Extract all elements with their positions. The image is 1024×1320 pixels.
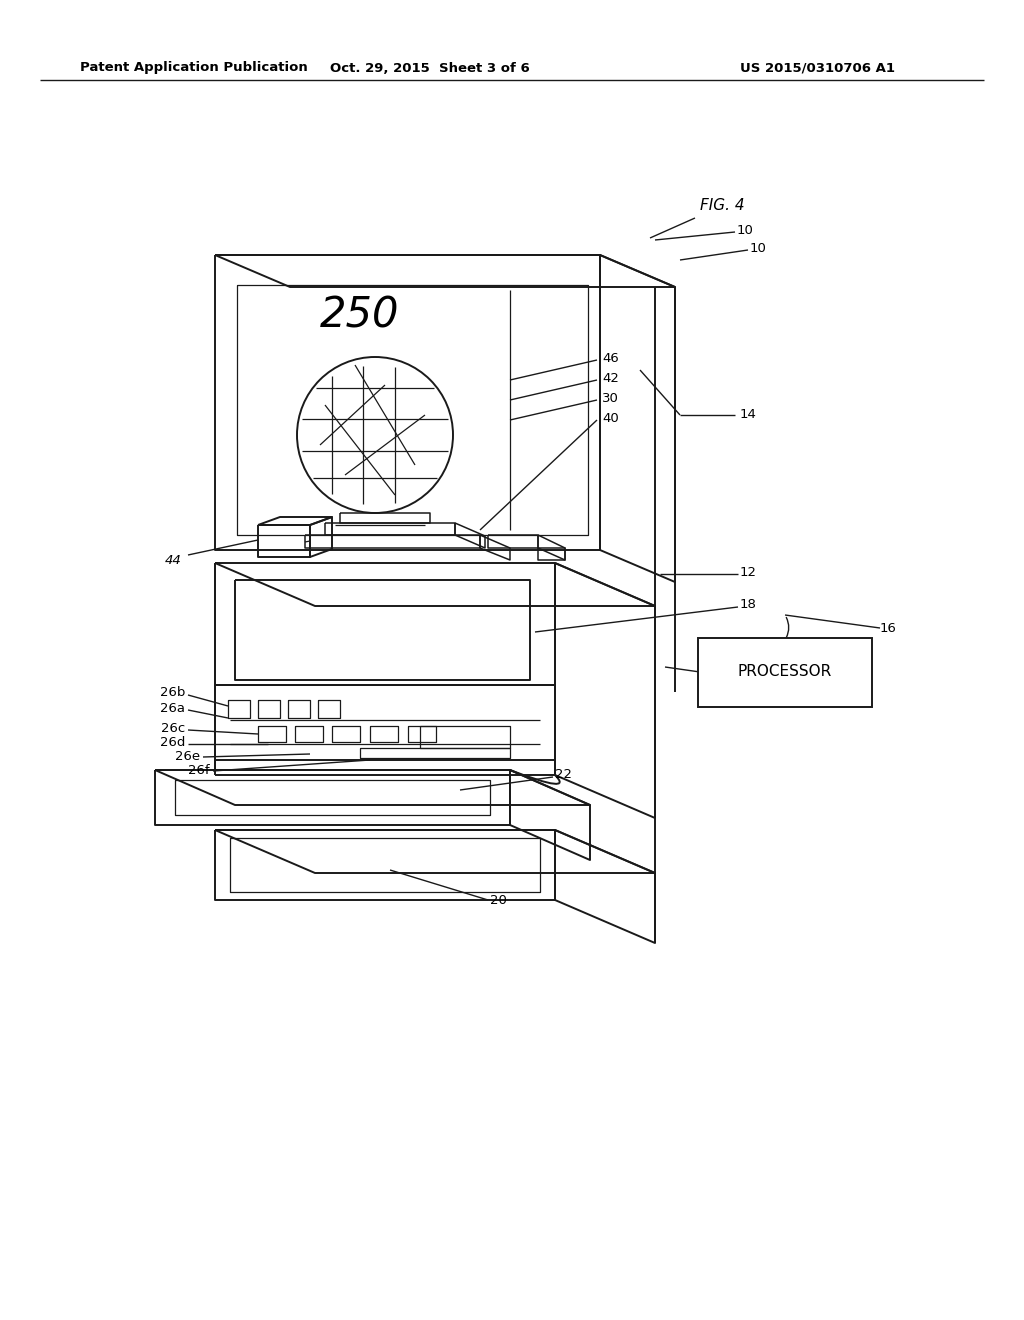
Text: 26f: 26f xyxy=(188,763,210,776)
Text: 44: 44 xyxy=(165,553,181,566)
Text: 16: 16 xyxy=(880,622,897,635)
Text: US 2015/0310706 A1: US 2015/0310706 A1 xyxy=(740,62,895,74)
Text: 46: 46 xyxy=(602,351,618,364)
Text: 12: 12 xyxy=(740,565,757,578)
Text: 14: 14 xyxy=(740,408,757,421)
Text: 42: 42 xyxy=(602,371,618,384)
Text: 22: 22 xyxy=(555,768,572,781)
Text: 26b: 26b xyxy=(160,686,185,700)
Text: 250: 250 xyxy=(319,294,399,337)
Text: FIG. 4: FIG. 4 xyxy=(700,198,744,213)
Text: 26c: 26c xyxy=(161,722,185,734)
Text: 30: 30 xyxy=(602,392,618,404)
Text: 40: 40 xyxy=(602,412,618,425)
Text: 10: 10 xyxy=(737,223,754,236)
Text: Oct. 29, 2015  Sheet 3 of 6: Oct. 29, 2015 Sheet 3 of 6 xyxy=(330,62,529,74)
Text: 10: 10 xyxy=(750,242,767,255)
Text: 26e: 26e xyxy=(175,750,200,763)
Text: 26a: 26a xyxy=(160,701,185,714)
Text: Patent Application Publication: Patent Application Publication xyxy=(80,62,308,74)
Text: 20: 20 xyxy=(490,894,507,907)
Text: 18: 18 xyxy=(740,598,757,611)
Text: 26d: 26d xyxy=(160,735,185,748)
FancyBboxPatch shape xyxy=(698,638,872,708)
Text: PROCESSOR: PROCESSOR xyxy=(738,664,833,680)
